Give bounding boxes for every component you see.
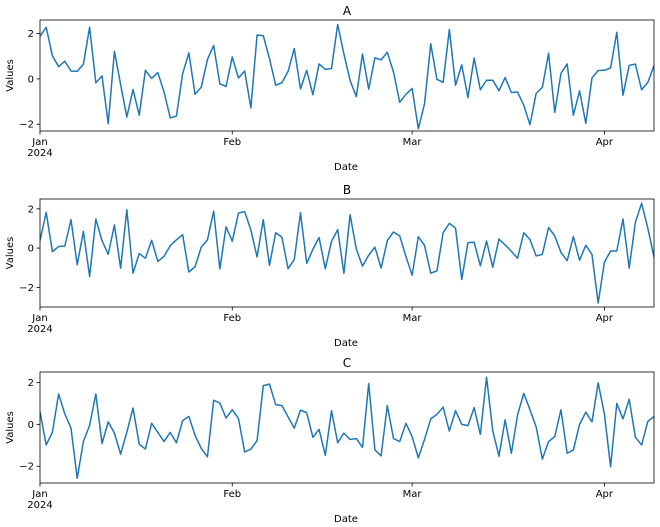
series-line-a xyxy=(40,23,654,130)
x-tick-label: Mar xyxy=(403,137,423,148)
y-tick-label: 0 xyxy=(28,74,34,85)
chart-title: A xyxy=(343,4,352,18)
y-tick-label: 2 xyxy=(28,378,34,389)
x-tick-label: Apr xyxy=(596,137,614,148)
x-tick-year-label: 2024 xyxy=(27,324,52,335)
x-tick-label: Jan xyxy=(31,137,47,148)
plot-frame xyxy=(39,19,655,132)
x-tick-label: Jan xyxy=(31,313,47,324)
y-tick-label: 0 xyxy=(28,420,34,431)
series-line-c xyxy=(40,376,654,480)
x-tick-label: Mar xyxy=(403,313,423,324)
x-axis-label: Date xyxy=(334,162,358,173)
x-tick-label: Feb xyxy=(223,489,241,500)
y-tick-label: −2 xyxy=(19,120,34,131)
y-tick-label: 2 xyxy=(28,204,34,215)
y-tick-label: 0 xyxy=(28,244,34,255)
x-tick-label: Feb xyxy=(223,137,241,148)
x-axis-label: Date xyxy=(334,338,358,349)
x-tick-label: Feb xyxy=(223,313,241,324)
chart-title: B xyxy=(343,183,351,197)
x-tick-label: Apr xyxy=(596,313,614,324)
x-tick-label: Jan xyxy=(31,489,47,500)
chart-title: C xyxy=(343,356,351,370)
y-tick-label: −2 xyxy=(19,462,34,473)
y-axis-label: Values xyxy=(5,237,16,270)
plot-frame xyxy=(39,198,655,308)
y-axis-label: Values xyxy=(5,411,16,444)
x-axis-label: Date xyxy=(334,514,358,525)
series-line-b xyxy=(40,202,654,304)
x-tick-year-label: 2024 xyxy=(27,148,52,159)
y-tick-label: −2 xyxy=(19,283,34,294)
y-tick-label: 2 xyxy=(28,29,34,40)
plot-frame xyxy=(39,371,655,484)
x-tick-label: Apr xyxy=(596,489,614,500)
x-tick-year-label: 2024 xyxy=(27,500,52,511)
y-axis-label: Values xyxy=(5,59,16,92)
x-tick-label: Mar xyxy=(403,489,423,500)
